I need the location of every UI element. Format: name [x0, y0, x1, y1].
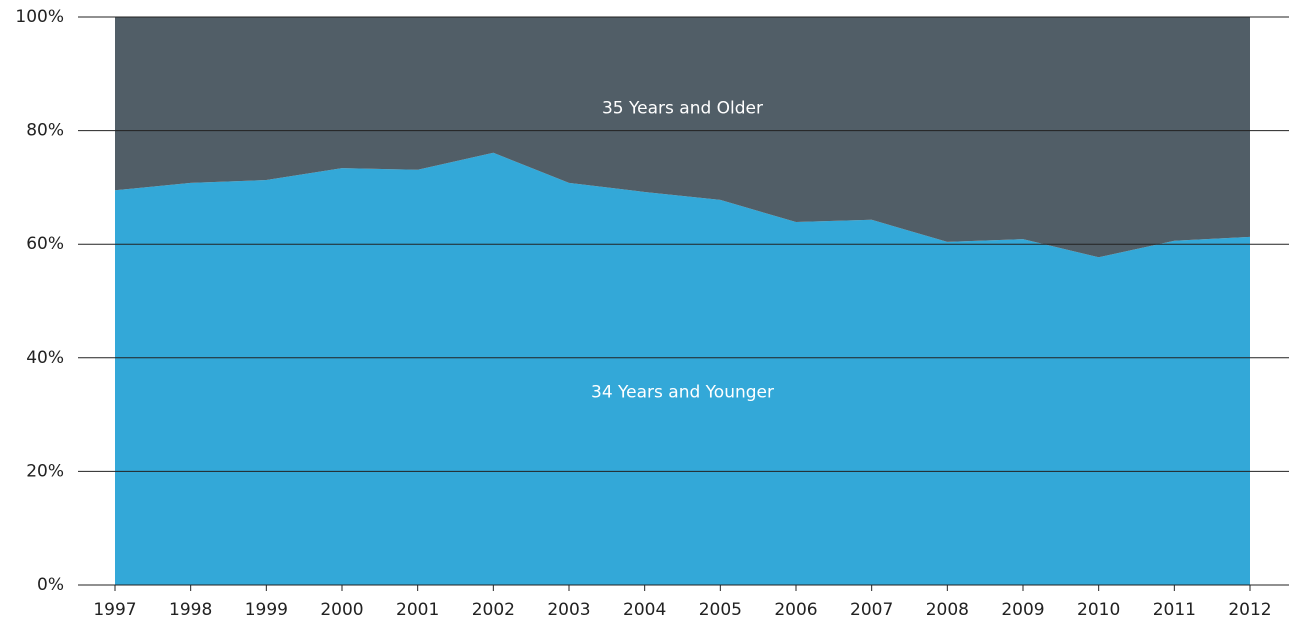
- x-tick-label: 1998: [169, 600, 212, 620]
- x-tick-label: 1997: [93, 600, 136, 620]
- x-tick-label: 2005: [699, 600, 742, 620]
- series-label: 35 Years and Older: [602, 98, 763, 118]
- area: [115, 152, 1250, 585]
- x-tick-label: 2006: [774, 600, 817, 620]
- x-tick-label: 2000: [320, 600, 363, 620]
- x-tick-label: 2004: [623, 600, 666, 620]
- x-tick-label: 2010: [1077, 600, 1120, 620]
- series-label: 34 Years and Younger: [591, 382, 774, 402]
- y-tick-label: 100%: [15, 7, 64, 27]
- x-tick-label: 2003: [547, 600, 590, 620]
- x-tick-label: 2007: [850, 600, 893, 620]
- x-tick-label: 2002: [472, 600, 515, 620]
- x-tick-label: 2011: [1153, 600, 1196, 620]
- x-tick-label: 2001: [396, 600, 439, 620]
- y-tick-label: 20%: [26, 461, 64, 481]
- area: [115, 17, 1250, 258]
- y-tick-label: 0%: [37, 575, 64, 595]
- y-tick-label: 60%: [26, 234, 64, 254]
- y-tick-label: 80%: [26, 121, 64, 141]
- y-tick-label: 40%: [26, 348, 64, 368]
- x-tick-label: 2008: [926, 600, 969, 620]
- x-tick-label: 1999: [245, 600, 288, 620]
- x-tick-label: 2012: [1228, 600, 1271, 620]
- x-tick-label: 2009: [1001, 600, 1044, 620]
